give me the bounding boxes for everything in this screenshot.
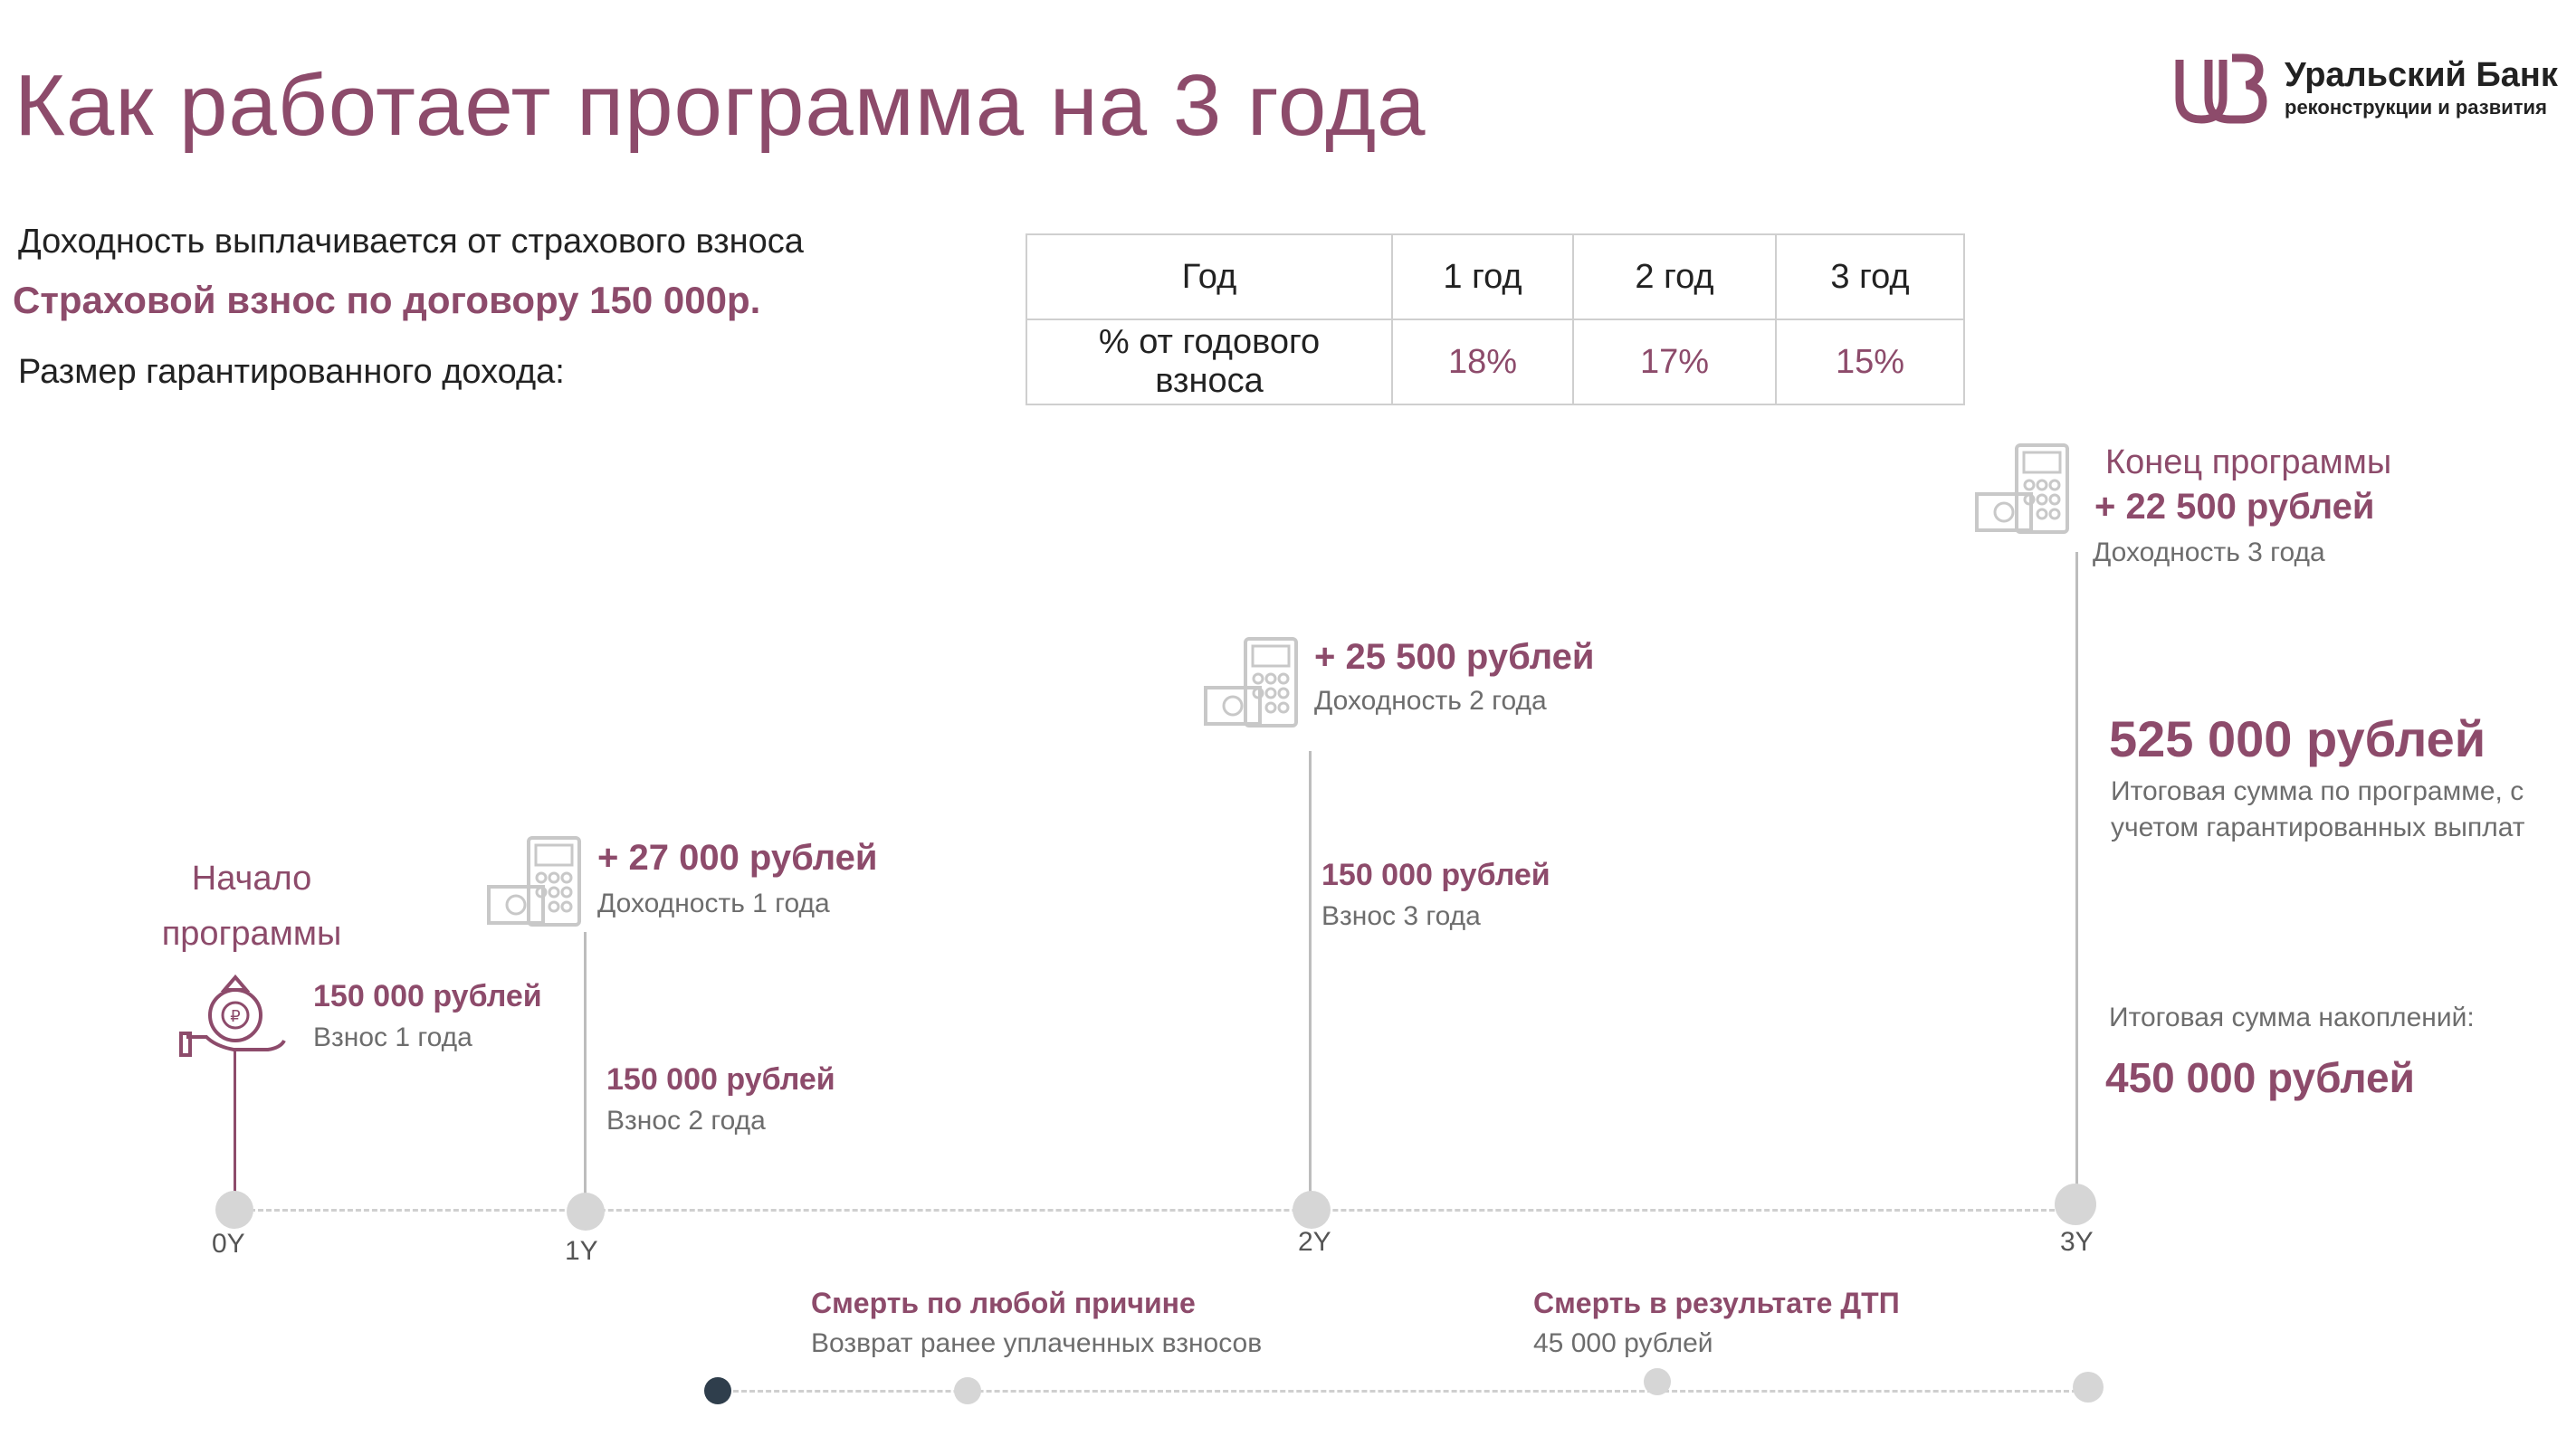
tick-0y: 0Y [212, 1229, 245, 1259]
income-2-amount: + 25 500 рублей [1314, 637, 1595, 677]
svg-text:₽: ₽ [230, 1007, 240, 1026]
intro-line-2: Страховой взнос по договору 150 000р. [13, 279, 761, 321]
start-stem [234, 1050, 236, 1209]
rate-year-3: 15% [1775, 319, 1965, 405]
savings-label: Итоговая сумма накоплений: [2109, 1003, 2475, 1032]
risk-2-title: Смерть в результате ДТП [1533, 1287, 1900, 1319]
risk-dot-start [704, 1377, 731, 1404]
rate-year-2: 17% [1572, 319, 1777, 405]
risk-2-desc: 45 000 рублей [1533, 1328, 1713, 1358]
total-desc-2: учетом гарантированных выплат [2111, 813, 2525, 842]
money-bag-hand-icon: ₽ [179, 974, 286, 1057]
year3-stem [2075, 552, 2078, 1203]
income-3-label: Доходность 3 года [2093, 537, 2325, 567]
bank-logo: Уральский Банк реконструкции и развития [2172, 51, 2571, 132]
intro-line-1: Доходность выплачивается от страхового в… [18, 223, 804, 261]
payment-2-amount: 150 000 рублей [606, 1062, 835, 1097]
savings-amount: 450 000 рублей [2105, 1054, 2415, 1101]
year1-stem [584, 932, 587, 1209]
rates-table-value-row: % от годового взноса 18% 17% 15% [1026, 319, 1965, 405]
year2-stem [1309, 751, 1312, 1209]
start-label-line-2: программы [161, 915, 342, 953]
total-desc-1: Итоговая сумма по программе, с [2111, 776, 2524, 806]
risk-1-title: Смерть по любой причине [811, 1287, 1196, 1319]
rates-table: Год 1 год 2 год 3 год % от годового взно… [1026, 233, 1965, 405]
risk-dot-end [2073, 1372, 2104, 1403]
payment-1-label: Взнос 1 года [313, 1022, 472, 1052]
timeline-axis [234, 1209, 2071, 1212]
payment-2-label: Взнос 2 года [606, 1106, 766, 1136]
start-label-line-1: Начало [191, 860, 312, 898]
total-amount: 525 000 рублей [2109, 710, 2486, 767]
intro-line-3: Размер гарантированного дохода: [18, 353, 565, 391]
tick-2y: 2Y [1298, 1227, 1331, 1257]
rates-row-label: % от годового взноса [1026, 319, 1393, 405]
payment-3-amount: 150 000 рублей [1321, 858, 1550, 892]
timeline-dot-0 [215, 1191, 253, 1229]
rates-header-3: 3 год [1775, 233, 1965, 320]
rates-header-2: 2 год [1572, 233, 1777, 320]
payment-3-label: Взнос 3 года [1321, 901, 1481, 931]
income-1-label: Доходность 1 года [597, 889, 830, 918]
calculator-coins-icon [487, 836, 581, 927]
risk-axis [717, 1390, 2085, 1393]
timeline-dot-3 [2055, 1184, 2096, 1225]
start-label: Начало программы [161, 860, 342, 954]
bank-logo-icon [2175, 53, 2267, 124]
risk-dot-1 [954, 1377, 981, 1404]
bank-subtitle: реконструкции и развития [2285, 96, 2547, 119]
calculator-coins-icon [1204, 637, 1298, 728]
risk-dot-2 [1644, 1368, 1671, 1395]
income-1-amount: + 27 000 рублей [597, 838, 878, 878]
timeline-dot-1 [567, 1193, 605, 1231]
timeline-dot-2 [1293, 1191, 1331, 1229]
end-label: Конец программы [2105, 443, 2392, 481]
rates-header-year: Год [1026, 233, 1393, 320]
risk-1-desc: Возврат ранее уплаченных взносов [811, 1328, 1263, 1358]
calculator-coins-icon [1975, 443, 2069, 534]
tick-1y: 1Y [565, 1236, 598, 1266]
income-2-label: Доходность 2 года [1314, 686, 1547, 716]
page-title: Как работает программа на 3 года [14, 57, 1426, 154]
rates-header-1: 1 год [1391, 233, 1574, 320]
bank-name: Уральский Банк [2285, 56, 2558, 94]
income-3-amount: + 22 500 рублей [2094, 487, 2375, 527]
tick-3y: 3Y [2060, 1227, 2094, 1257]
rates-table-header-row: Год 1 год 2 год 3 год [1026, 233, 1965, 320]
payment-1-amount: 150 000 рублей [313, 979, 542, 1013]
rate-year-1: 18% [1391, 319, 1574, 405]
